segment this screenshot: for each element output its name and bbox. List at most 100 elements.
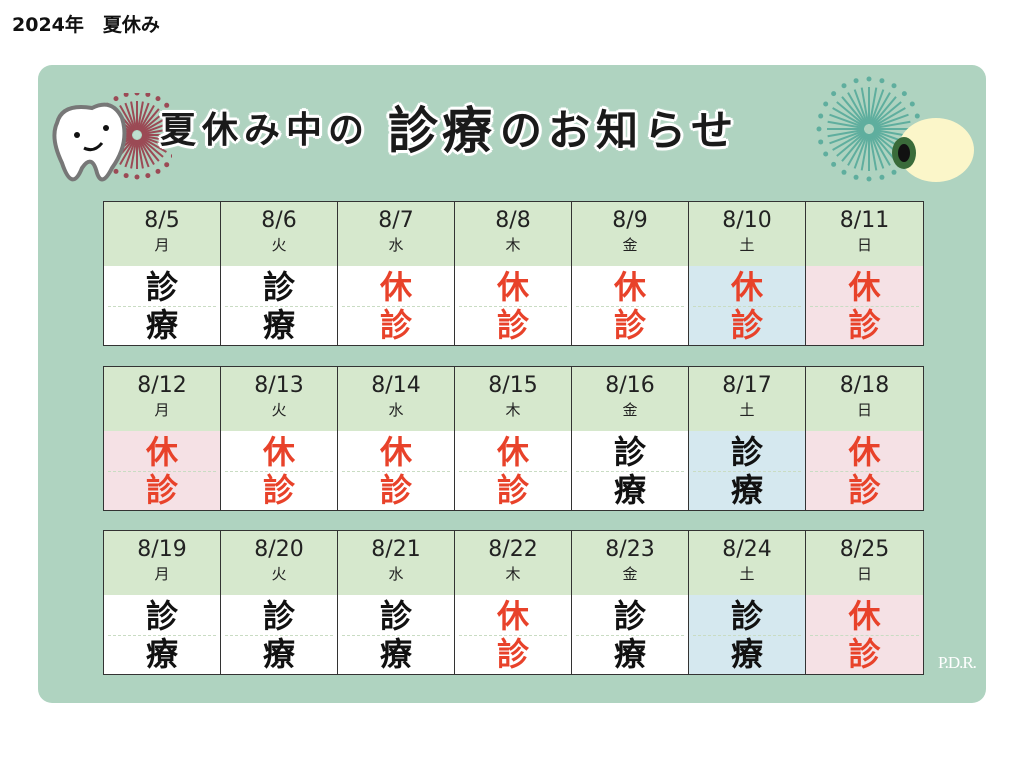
day-header: 8/18 日 bbox=[806, 367, 923, 431]
status-char: 診 bbox=[379, 470, 412, 509]
weekday-label: 金 bbox=[622, 401, 638, 419]
status-open: 診 療 bbox=[689, 431, 805, 510]
day-cell: 8/24 土 診 療 bbox=[689, 531, 806, 674]
weekday-label: 木 bbox=[505, 565, 521, 583]
status-open: 診 療 bbox=[221, 595, 337, 674]
status-char: 診 bbox=[496, 470, 529, 509]
day-cell: 8/7 水 休 診 bbox=[338, 202, 455, 345]
date-label: 8/21 bbox=[371, 537, 421, 562]
weekday-label: 木 bbox=[505, 401, 521, 419]
status-char: 療 bbox=[145, 305, 178, 344]
status-char: 休 bbox=[379, 432, 412, 471]
day-cell: 8/11 日 休 診 bbox=[806, 202, 923, 345]
weekday-label: 土 bbox=[739, 565, 755, 583]
date-label: 8/13 bbox=[254, 373, 304, 398]
day-cell: 8/10 土 休 診 bbox=[689, 202, 806, 345]
status-char: 診 bbox=[496, 305, 529, 344]
weekday-label: 木 bbox=[505, 236, 521, 254]
day-header: 8/8 木 bbox=[455, 202, 571, 266]
day-header: 8/25 日 bbox=[806, 531, 923, 595]
status-char: 診 bbox=[730, 596, 763, 635]
date-label: 8/16 bbox=[605, 373, 655, 398]
status-char: 休 bbox=[145, 432, 178, 471]
weekday-label: 月 bbox=[154, 565, 170, 583]
status-char: 休 bbox=[496, 596, 529, 635]
week-row: 8/12 月 休 診 8/13 火 休 診 8/14 水 休 診 bbox=[103, 366, 924, 511]
status-closed: 休 診 bbox=[104, 431, 220, 510]
date-label: 8/8 bbox=[495, 208, 531, 233]
status-closed: 休 診 bbox=[455, 595, 571, 674]
status-open: 診 療 bbox=[572, 595, 688, 674]
date-label: 8/10 bbox=[722, 208, 772, 233]
weekday-label: 月 bbox=[154, 236, 170, 254]
day-header: 8/20 火 bbox=[221, 531, 337, 595]
day-cell: 8/8 木 休 診 bbox=[455, 202, 572, 345]
status-char: 診 bbox=[262, 596, 295, 635]
day-header: 8/7 水 bbox=[338, 202, 454, 266]
day-cell: 8/22 木 休 診 bbox=[455, 531, 572, 674]
weekday-label: 火 bbox=[271, 236, 287, 254]
status-char: 診 bbox=[848, 470, 881, 509]
status-closed: 休 診 bbox=[338, 266, 454, 345]
weekday-label: 土 bbox=[739, 236, 755, 254]
day-cell: 8/18 日 休 診 bbox=[806, 367, 923, 510]
day-header: 8/15 木 bbox=[455, 367, 571, 431]
page-title: 2024年 夏休み bbox=[12, 14, 160, 36]
status-char: 療 bbox=[262, 634, 295, 673]
status-char: 療 bbox=[730, 634, 763, 673]
status-char: 診 bbox=[613, 432, 646, 471]
day-cell: 8/19 月 診 療 bbox=[104, 531, 221, 674]
status-char: 療 bbox=[730, 470, 763, 509]
date-label: 8/23 bbox=[605, 537, 655, 562]
weekday-label: 日 bbox=[856, 236, 872, 254]
status-char: 診 bbox=[379, 305, 412, 344]
date-label: 8/14 bbox=[371, 373, 421, 398]
day-header: 8/5 月 bbox=[104, 202, 220, 266]
day-cell: 8/17 土 診 療 bbox=[689, 367, 806, 510]
status-char: 休 bbox=[496, 267, 529, 306]
day-header: 8/6 火 bbox=[221, 202, 337, 266]
logo: P.D.R. bbox=[938, 653, 977, 672]
status-char: 診 bbox=[730, 432, 763, 471]
status-char: 休 bbox=[262, 432, 295, 471]
status-char: 休 bbox=[613, 267, 646, 306]
day-cell: 8/25 日 休 診 bbox=[806, 531, 923, 674]
date-label: 8/25 bbox=[839, 537, 890, 562]
date-label: 8/5 bbox=[144, 208, 180, 233]
status-char: 休 bbox=[730, 267, 763, 306]
day-header: 8/23 金 bbox=[572, 531, 688, 595]
tooth-mascot-icon bbox=[52, 93, 172, 182]
day-header: 8/17 土 bbox=[689, 367, 805, 431]
weekday-label: 金 bbox=[622, 565, 638, 583]
weekday-label: 日 bbox=[856, 401, 872, 419]
status-char: 休 bbox=[848, 432, 881, 471]
day-cell: 8/9 金 休 診 bbox=[572, 202, 689, 345]
day-header: 8/24 土 bbox=[689, 531, 805, 595]
date-label: 8/12 bbox=[137, 373, 187, 398]
status-char: 診 bbox=[848, 634, 881, 673]
weekday-label: 水 bbox=[388, 565, 404, 583]
status-open: 診 療 bbox=[689, 595, 805, 674]
status-char: 診 bbox=[613, 305, 646, 344]
status-char: 療 bbox=[613, 634, 646, 673]
weekday-label: 火 bbox=[271, 565, 287, 583]
status-char: 診 bbox=[145, 470, 178, 509]
day-cell: 8/16 金 診 療 bbox=[572, 367, 689, 510]
day-cell: 8/14 水 休 診 bbox=[338, 367, 455, 510]
status-char: 休 bbox=[848, 596, 881, 635]
status-open: 診 療 bbox=[221, 266, 337, 345]
status-char: 診 bbox=[379, 596, 412, 635]
status-char: 休 bbox=[848, 267, 881, 306]
date-label: 8/20 bbox=[254, 537, 304, 562]
status-closed: 休 診 bbox=[455, 431, 571, 510]
status-closed: 休 診 bbox=[689, 266, 805, 345]
date-label: 8/9 bbox=[612, 208, 648, 233]
week-row: 8/5 月 診 療 8/6 火 診 療 8/7 水 休 診 bbox=[103, 201, 924, 346]
status-closed: 休 診 bbox=[221, 431, 337, 510]
status-char: 診 bbox=[262, 267, 295, 306]
status-open: 診 療 bbox=[338, 595, 454, 674]
headline-part3: のお知らせ bbox=[500, 105, 740, 155]
week-row: 8/19 月 診 療 8/20 火 診 療 8/21 水 診 療 bbox=[103, 530, 924, 675]
date-label: 8/6 bbox=[261, 208, 297, 233]
day-cell: 8/6 火 診 療 bbox=[221, 202, 338, 345]
